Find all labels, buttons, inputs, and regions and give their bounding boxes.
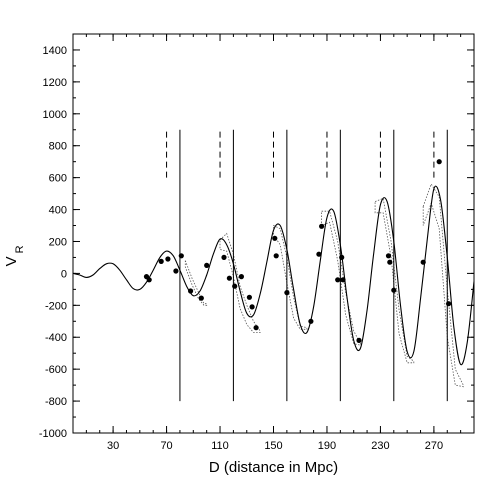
data-point	[340, 277, 346, 283]
dotted-band	[273, 224, 308, 330]
y-tick-label: -800	[45, 396, 67, 408]
y-tick-label: 1400	[43, 45, 67, 57]
y-tick-label: 0	[61, 268, 67, 280]
y-axis-title-main: V	[3, 256, 20, 266]
data-point	[319, 223, 325, 229]
data-point	[335, 277, 341, 283]
data-point	[316, 251, 322, 257]
data-point	[339, 254, 345, 260]
data-point	[173, 268, 179, 274]
x-tick-label: 70	[160, 440, 172, 452]
x-tick-label: 190	[318, 440, 336, 452]
curve-layer	[72, 185, 475, 366]
data-point	[188, 288, 194, 294]
data-point	[238, 274, 244, 280]
data-point	[232, 283, 238, 289]
y-tick-label: 1000	[43, 109, 67, 121]
dotted-band	[321, 210, 361, 346]
y-tick-label: 200	[49, 236, 67, 248]
y-tick-label: 600	[49, 173, 67, 185]
y-tick-label: -400	[45, 332, 67, 344]
data-point	[146, 277, 152, 283]
data-point	[165, 256, 171, 262]
y-tick-label: -1000	[39, 428, 67, 440]
y-tick-label: -200	[45, 300, 67, 312]
data-point	[391, 287, 397, 293]
x-axis-ticks: 30 70 110 150 190 230 270	[85, 34, 462, 452]
data-point	[226, 275, 232, 281]
data-point	[221, 254, 227, 260]
data-point	[446, 301, 452, 307]
y-tick-label: 800	[49, 141, 67, 153]
data-point	[420, 259, 426, 265]
x-tick-label: 150	[264, 440, 282, 452]
y-tick-label: 400	[49, 205, 67, 217]
x-tick-label: 230	[371, 440, 389, 452]
data-point	[246, 294, 252, 300]
data-point	[158, 258, 164, 264]
data-point	[272, 235, 278, 241]
model-curve	[72, 185, 475, 366]
data-point	[253, 325, 259, 331]
data-point	[178, 253, 184, 259]
point-layer	[143, 159, 452, 343]
y-tick-label: -600	[45, 364, 67, 376]
y-axis-title-subscript: R	[14, 245, 26, 253]
data-point	[273, 253, 279, 259]
x-tick-label: 30	[107, 440, 119, 452]
y-tick-label: 1200	[43, 77, 67, 89]
data-point	[356, 337, 362, 343]
data-point	[249, 304, 255, 310]
dotted-band	[184, 260, 208, 306]
x-tick-label: 270	[425, 440, 443, 452]
data-point	[436, 159, 442, 165]
data-point	[385, 253, 392, 259]
dotted-band	[374, 197, 415, 364]
vline-layer	[166, 129, 448, 402]
x-tick-label: 110	[211, 440, 229, 452]
dotted-band	[219, 232, 261, 333]
dotted-band	[422, 183, 464, 388]
y-axis-ticks: -1000 -800 -600 -400 -200 0 200 400 600 800 1000 12…	[39, 45, 474, 440]
data-point	[284, 290, 290, 296]
y-axis-title: V R	[3, 245, 26, 266]
data-point	[204, 262, 210, 268]
data-point	[308, 318, 314, 324]
x-axis-title: D (distance in Mpc)	[209, 459, 338, 476]
data-point	[198, 295, 204, 301]
data-point	[387, 259, 393, 265]
